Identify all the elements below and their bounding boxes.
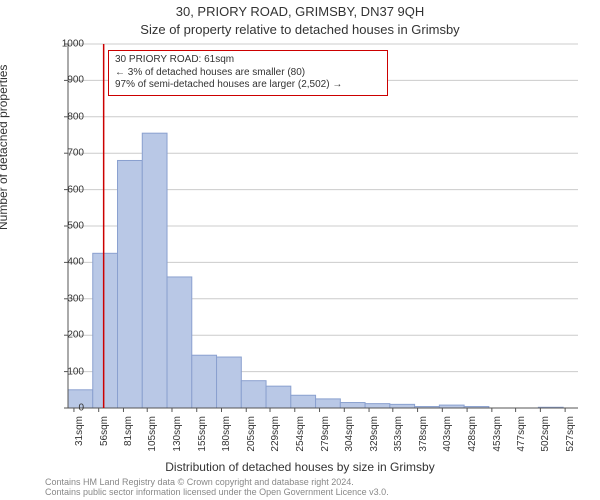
annotation-line-1: 30 PRIORY ROAD: 61sqm (115, 54, 381, 67)
chart-container: 30, PRIORY ROAD, GRIMSBY, DN37 9QH Size … (0, 0, 600, 500)
chart-title: Size of property relative to detached ho… (0, 22, 600, 37)
plot-area: 30 PRIORY ROAD: 61sqm ← 3% of detached h… (68, 44, 578, 408)
footer-line-2: Contains public sector information licen… (45, 488, 590, 498)
y-tick-label: 600 (67, 184, 84, 195)
y-tick-label: 200 (67, 330, 84, 341)
annotation-line-3: 97% of semi-detached houses are larger (… (115, 79, 381, 92)
histogram-svg (68, 44, 578, 408)
y-tick-label: 800 (67, 111, 84, 122)
annotation-box: 30 PRIORY ROAD: 61sqm ← 3% of detached h… (108, 50, 388, 96)
footer-attribution: Contains HM Land Registry data © Crown c… (45, 478, 590, 498)
address-line: 30, PRIORY ROAD, GRIMSBY, DN37 9QH (0, 4, 600, 19)
x-axis-label: Distribution of detached houses by size … (0, 460, 600, 474)
y-axis-label: Number of detached properties (0, 65, 10, 230)
y-tick-label: 300 (67, 293, 84, 304)
y-tick-label: 400 (67, 257, 84, 268)
y-tick-label: 900 (67, 75, 84, 86)
y-tick-label: 1000 (62, 39, 84, 50)
y-tick-label: 500 (67, 221, 84, 232)
annotation-line-2: ← 3% of detached houses are smaller (80) (115, 67, 381, 80)
y-tick-label: 100 (67, 366, 84, 377)
y-tick-label: 700 (67, 148, 84, 159)
y-tick-label: 0 (78, 403, 84, 414)
